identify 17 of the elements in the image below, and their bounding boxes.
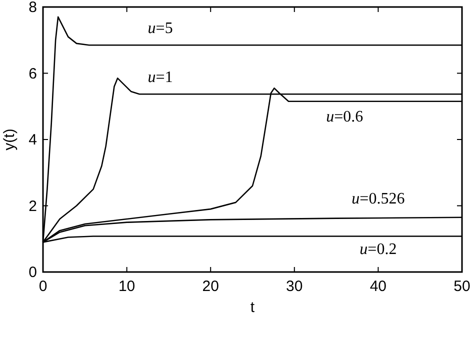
series-label: u=1 <box>148 69 173 86</box>
y-tick-label: 8 <box>28 0 37 16</box>
y-tick-label: 0 <box>28 264 37 281</box>
x-tick-label: 20 <box>202 278 219 295</box>
x-axis-title: t <box>250 299 256 316</box>
x-tick-label: 50 <box>454 278 470 295</box>
x-tick-label: 30 <box>286 278 303 295</box>
series-label: u=5 <box>148 20 173 38</box>
x-tick-label: 10 <box>118 278 136 295</box>
series-label: u=0.2 <box>360 241 397 258</box>
series-label: u=0.526 <box>352 190 405 208</box>
y-tick-label: 2 <box>28 198 37 215</box>
x-tick-label: 40 <box>370 278 387 295</box>
y-tick-label: 4 <box>28 132 37 148</box>
series-label: u=0.6 <box>326 108 364 126</box>
y-axis-title: y(t) <box>1 128 18 150</box>
y-tick-label: 6 <box>28 65 37 82</box>
